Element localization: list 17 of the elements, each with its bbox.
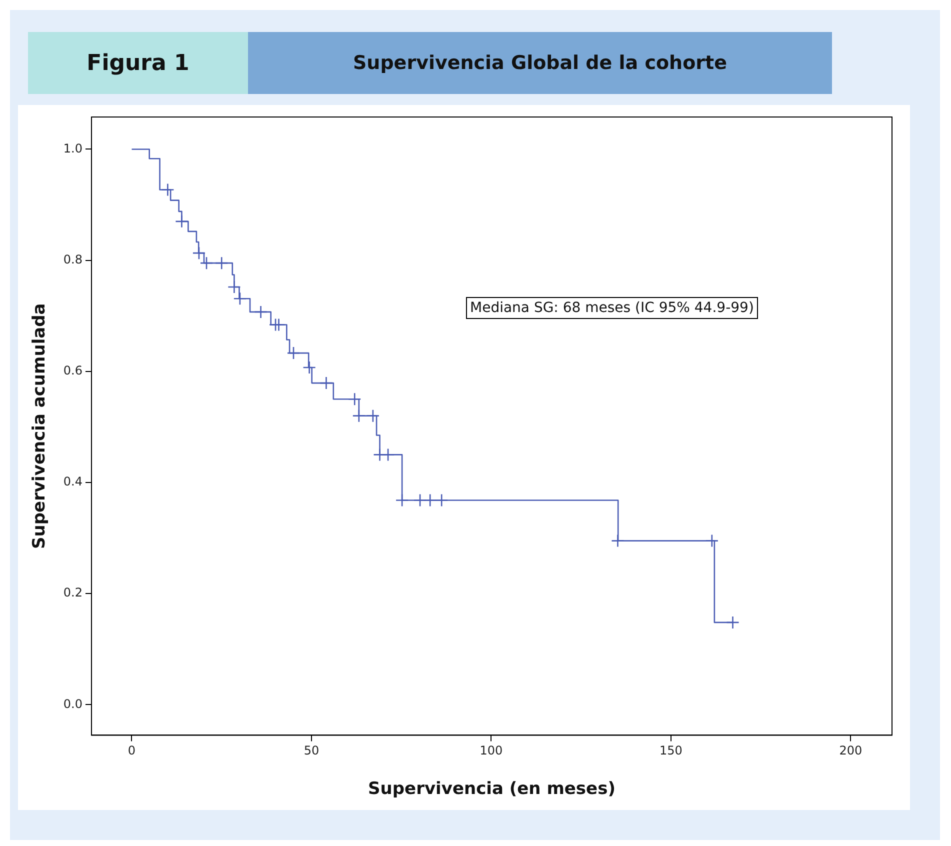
y-tick-label: 0.2 [63, 586, 82, 600]
x-axis-title: Supervivencia (en meses) [368, 779, 616, 800]
y-tick-label: 1.0 [63, 141, 82, 156]
x-tick-label: 100 [480, 744, 503, 758]
chart-subtitle: Figura 1 [28, 32, 248, 94]
y-tick-label: 0.0 [63, 696, 82, 711]
x-tick-label: 150 [659, 744, 682, 758]
y-tick-label: 0.4 [63, 474, 82, 489]
y-tick-label: 0.6 [63, 364, 82, 378]
point [302, 360, 316, 374]
chart-title: Supervivencia Global de la cohorte [248, 32, 832, 94]
y-axis-title: Supervivencia acumulada [30, 303, 50, 549]
annotation: Mediana SG: 68 meses (IC 95% 44.9-99) [466, 297, 758, 319]
x-tick-label: 0 [128, 744, 136, 758]
y-tick-label: 0.8 [63, 252, 82, 266]
x-tick-label: 50 [304, 744, 320, 758]
x-tick-label: 200 [839, 744, 862, 758]
